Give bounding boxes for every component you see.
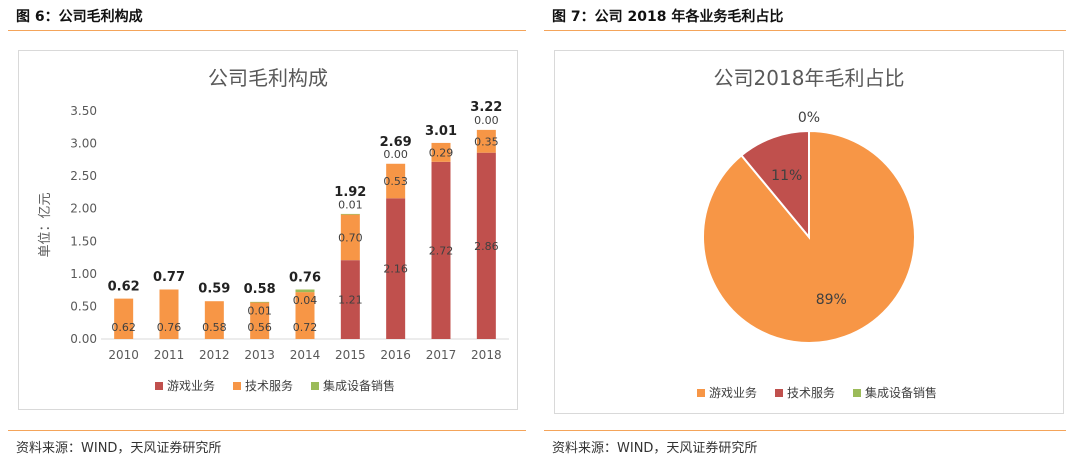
pie-chart: 公司2018年毛利占比 89% 11% 0% 游戏业务 技术服务 集成设备销售 xyxy=(697,66,937,400)
y-tick-label: 3.50 xyxy=(70,104,97,118)
legend-label: 游戏业务 xyxy=(167,378,215,393)
pie-data-label: 0% xyxy=(798,110,820,126)
bar-segment-game xyxy=(431,161,451,339)
bar-segment-equip xyxy=(250,301,270,303)
figure-7-panel: 图 7：公司 2018 年各业务毛利占比 公司2018年毛利占比 89% 11% 0%… xyxy=(544,0,1066,464)
figure-7-title: 图 7：公司 2018 年各业务毛利占比 xyxy=(552,9,784,25)
legend-label: 技术服务 xyxy=(787,385,835,400)
y-tick-label: 1.50 xyxy=(70,234,97,248)
y-tick-label: 2.50 xyxy=(70,169,97,183)
legend-label: 游戏业务 xyxy=(709,385,757,400)
data-label-game: 2.86 xyxy=(474,240,499,253)
figure-6-title: 图 6：公司毛利构成 xyxy=(16,9,143,25)
data-label-tech: 0.35 xyxy=(474,135,499,148)
legend-swatch xyxy=(155,382,163,390)
data-label-tech: 0.29 xyxy=(429,146,454,159)
bar-segment-tech xyxy=(295,292,315,339)
pie-title: 公司2018年毛利占比 xyxy=(714,66,905,90)
total-label: 1.92 xyxy=(334,185,366,200)
total-label: 3.01 xyxy=(425,124,457,139)
bar-chart-frame: 公司毛利构成 0.00 0.50 1.00 1.50 2.00 2.50 3.00 3.50 单位… xyxy=(18,50,518,410)
bar-segment-tech xyxy=(431,142,451,162)
pie-data-label: 89% xyxy=(816,292,847,308)
total-label: 0.76 xyxy=(289,270,321,285)
total-label: 0.59 xyxy=(198,282,230,297)
data-label-tech: 0.56 xyxy=(247,321,272,334)
x-tick-label: 2011 xyxy=(154,348,185,362)
data-label-equip: 0.00 xyxy=(383,148,408,161)
x-tick-label: 2013 xyxy=(244,348,275,362)
x-tick-label: 2014 xyxy=(290,348,321,362)
x-tick-label: 2012 xyxy=(199,348,230,362)
bar-chart: 公司毛利构成 0.00 0.50 1.00 1.50 2.00 2.50 3.00 3.50 单位… xyxy=(38,66,509,393)
x-tick-label: 2016 xyxy=(380,348,411,362)
x-tick-label: 2010 xyxy=(108,348,139,362)
figure-6-source: 资料来源：WIND，天风证券研究所 xyxy=(16,441,222,456)
bar-segment-tech xyxy=(386,163,406,199)
y-axis-label: 单位：亿元 xyxy=(38,192,53,257)
legend-label: 技术服务 xyxy=(245,378,293,393)
bar-segment-game xyxy=(476,152,496,339)
x-tick-label: 2015 xyxy=(335,348,366,362)
pie-data-label: 11% xyxy=(771,168,802,184)
pie-chart-frame: 公司2018年毛利占比 89% 11% 0% 游戏业务 技术服务 集成设备销售 xyxy=(554,50,1064,414)
bar-segment-game xyxy=(386,198,406,339)
legend-label: 集成设备销售 xyxy=(865,385,937,400)
pie-slice-1 xyxy=(740,129,810,240)
data-label-tech: 0.76 xyxy=(157,321,182,334)
y-tick-label: 3.00 xyxy=(70,137,97,151)
data-label-equip: 0.00 xyxy=(474,114,499,127)
figure-6-bottom-rule xyxy=(8,430,526,431)
figure-6-panel: 图 6：公司毛利构成 公司毛利构成 0.00 0.50 1.00 1.50 2.00 2.5… xyxy=(8,0,526,464)
y-tick-label: 1.00 xyxy=(70,267,97,281)
bar-segment-equip xyxy=(295,289,315,293)
data-label-tech: 0.72 xyxy=(293,321,318,334)
data-label-tech: 0.53 xyxy=(383,175,408,188)
figure-7-top-rule xyxy=(544,30,1066,31)
data-label-tech: 0.70 xyxy=(338,231,363,244)
bar-segment-tech xyxy=(250,302,270,339)
data-label-game: 1.21 xyxy=(338,294,363,307)
bar-segment-tech xyxy=(340,214,360,261)
bar-segment-tech xyxy=(159,289,179,339)
bar-segment-equip xyxy=(340,213,360,215)
legend-swatch xyxy=(853,389,861,397)
y-tick-label: 2.00 xyxy=(70,202,97,216)
figure-6-top-rule xyxy=(8,30,526,31)
bar-segment-tech xyxy=(114,298,134,339)
total-label: 0.62 xyxy=(108,280,140,295)
y-tick-label: 0.00 xyxy=(70,332,97,346)
y-tick-label: 0.50 xyxy=(70,299,97,313)
data-label-tech: 0.62 xyxy=(111,321,136,334)
total-label: 0.77 xyxy=(153,270,185,285)
legend-swatch xyxy=(311,382,319,390)
legend-swatch xyxy=(233,382,241,390)
data-label-equip: 0.01 xyxy=(338,199,363,212)
data-label-tech: 0.58 xyxy=(202,321,227,334)
chart-title: 公司毛利构成 xyxy=(208,66,328,90)
data-label-equip: 0.01 xyxy=(247,305,272,318)
figure-7-bottom-rule xyxy=(544,430,1066,431)
bar-segment-tech xyxy=(204,301,224,339)
figure-7-source: 资料来源：WIND，天风证券研究所 xyxy=(552,441,758,456)
x-tick-label: 2017 xyxy=(426,348,457,362)
legend-swatch xyxy=(697,389,705,397)
legend-label: 集成设备销售 xyxy=(323,378,395,393)
total-label: 0.58 xyxy=(244,282,276,297)
x-tick-label: 2018 xyxy=(471,348,502,362)
total-label: 3.22 xyxy=(470,100,502,115)
legend-swatch xyxy=(775,389,783,397)
bar-segment-game xyxy=(340,260,360,339)
total-label: 2.69 xyxy=(380,135,412,150)
data-label-game: 2.72 xyxy=(429,244,454,257)
bar-segment-tech xyxy=(476,129,496,153)
data-label-equip: 0.04 xyxy=(293,294,318,307)
data-label-game: 2.16 xyxy=(383,263,408,276)
